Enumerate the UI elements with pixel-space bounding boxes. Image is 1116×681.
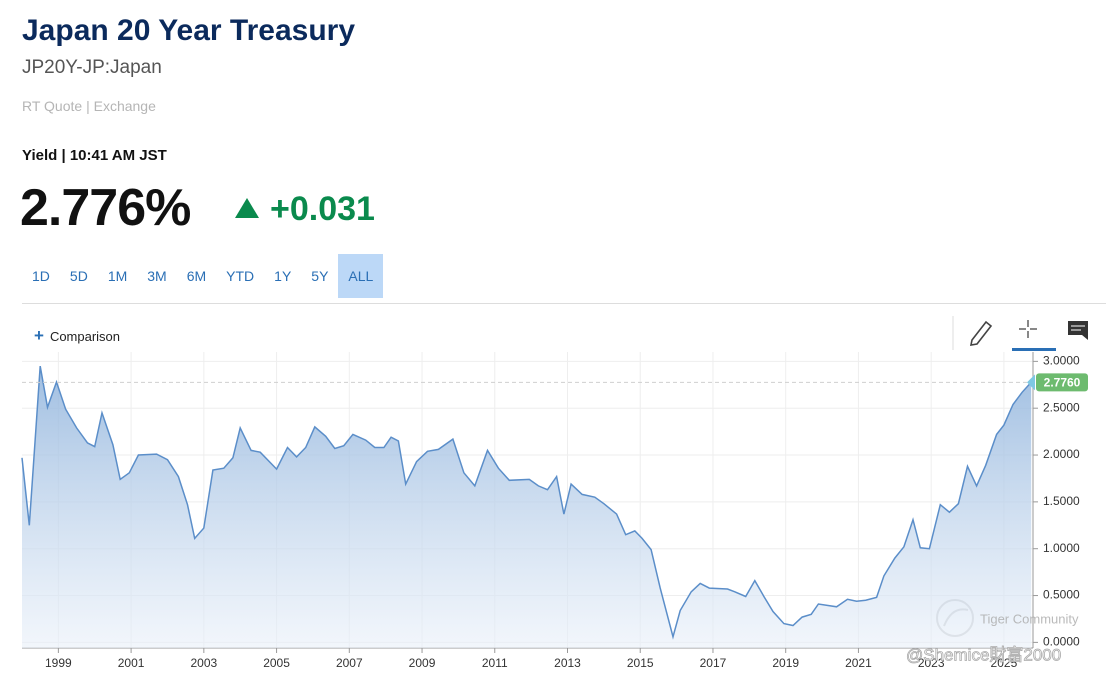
y-tick-label: 1.0000 (1043, 541, 1080, 555)
reference-badge (1036, 373, 1088, 392)
reference-label: 2.7760 (1044, 376, 1081, 390)
comparison-button[interactable]: + Comparison (34, 326, 121, 345)
comment-tool[interactable] (1068, 321, 1088, 340)
x-tick-label: 2013 (554, 656, 581, 670)
x-tick-label: 2021 (845, 656, 872, 670)
line (21, 365, 1032, 640)
x-tick-label: 2001 (118, 656, 145, 670)
x-tick-label: 2017 (700, 656, 727, 670)
up-arrow (235, 198, 259, 218)
reference-pointer (1027, 374, 1035, 391)
x-tick-label: 2003 (190, 656, 217, 670)
crosshair-tool[interactable] (1019, 320, 1037, 338)
x-tick-label: 2009 (409, 656, 436, 670)
watermark: @Shemice財富2000 (906, 645, 1061, 664)
range-tab[interactable]: YTD (226, 268, 255, 284)
y-tick-label: 3.0000 (1043, 354, 1080, 368)
tool-underline (1012, 348, 1056, 351)
range-tab[interactable]: 5Y (311, 268, 329, 284)
x-tick-label: 2011 (482, 656, 508, 670)
range-tabs: 1D 5D 1M 3M 6M YTD 1Y 5Y ALL (22, 254, 384, 298)
x-tick-label: 2005 (263, 656, 290, 670)
range-tab[interactable]: ALL (338, 254, 384, 298)
quote-change: +0.031 (270, 190, 375, 228)
range-tab[interactable]: 1Y (274, 268, 292, 284)
quote-label: Yield | 10:41 AM JST (22, 147, 167, 164)
quote-source: RT Quote | Exchange (22, 98, 156, 114)
page-title: Japan 20 Year Treasury (22, 14, 356, 47)
divider (22, 303, 1106, 304)
range-tab[interactable]: 1M (107, 268, 128, 284)
x-tick-label: 2015 (627, 656, 654, 670)
range-tab[interactable]: 1D (32, 268, 50, 284)
draw-tool[interactable] (969, 320, 993, 346)
quote-value: 2.776% (20, 179, 191, 237)
watermark: Tiger Community (980, 611, 1079, 626)
y-tick-label: 2.0000 (1043, 447, 1080, 461)
range-tab[interactable]: 6M (186, 268, 207, 284)
comparison-label[interactable]: Comparison (49, 329, 121, 344)
x-tick-label: 2019 (772, 656, 799, 670)
y-tick-label: 0.0000 (1043, 635, 1080, 649)
symbol: JP20Y-JP:Japan (22, 57, 162, 78)
y-tick-label: 1.5000 (1043, 494, 1080, 508)
y-tick-label: 0.5000 (1043, 588, 1080, 602)
area-fill (22, 366, 1032, 648)
x-tick-label: 2023 (918, 656, 945, 670)
range-tab[interactable]: 5D (69, 268, 88, 284)
range-tab[interactable]: 3M (147, 268, 167, 284)
x-tick-label: 1999 (45, 656, 72, 670)
y-tick-label: 2.5000 (1043, 400, 1080, 414)
x-tick-label: 2007 (336, 656, 363, 670)
x-tick-label: 2025 (991, 656, 1018, 670)
